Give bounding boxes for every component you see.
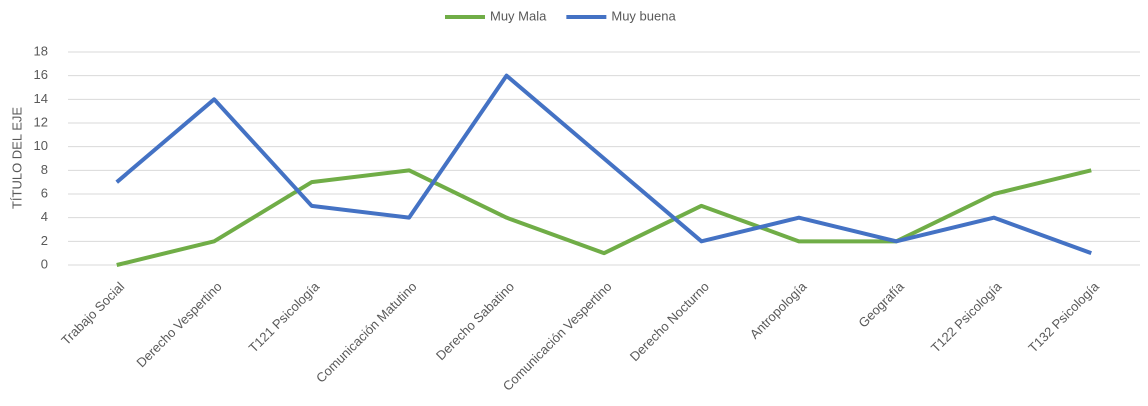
y-tick-label: 10 [34, 138, 48, 153]
y-tick-label: 6 [41, 185, 48, 200]
x-tick-label: T121 Psicología [246, 278, 323, 355]
y-tick-label: 14 [34, 91, 48, 106]
x-tick-label: Derecho Sabatino [433, 279, 517, 363]
y-tick-label: 16 [34, 67, 48, 82]
x-tick-label: Comunicación Matutino [313, 279, 420, 386]
legend-label: Muy Mala [490, 8, 547, 23]
x-tick-label: Trabajo Social [58, 279, 127, 348]
legend-label: Muy buena [611, 8, 676, 23]
x-tick-label: T132 Psicología [1025, 278, 1102, 355]
series-line [116, 168, 1092, 267]
series-line [115, 73, 1092, 256]
x-tick-label: T122 Psicología [928, 278, 1005, 355]
y-tick-label: 8 [41, 162, 48, 177]
x-tick-label: Antropología [747, 278, 810, 341]
y-tick-label: 0 [41, 256, 48, 271]
x-tick-label: Derecho Vespertino [133, 279, 224, 370]
y-tick-label: 2 [41, 233, 48, 248]
x-tick-label: Comunicación Vespertino [500, 279, 615, 394]
y-tick-label: 18 [34, 43, 48, 58]
x-tick-label: Derecho Nocturno [627, 279, 712, 364]
y-axis-label: TÍTULO DEL EJE [9, 107, 24, 209]
y-tick-label: 12 [34, 114, 48, 129]
x-tick-label: Geografía [855, 278, 907, 330]
y-tick-label: 4 [41, 209, 48, 224]
